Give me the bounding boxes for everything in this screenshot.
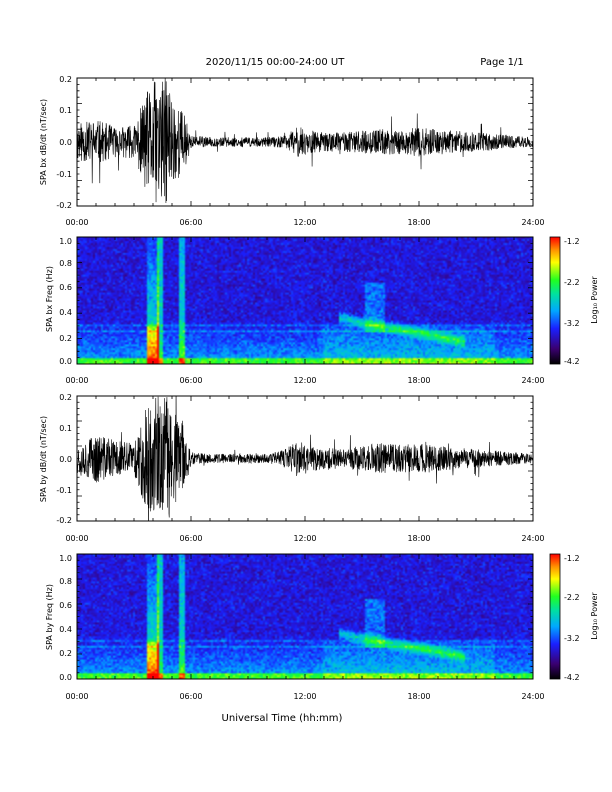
panel-by-spectrogram-ticks xyxy=(76,553,534,680)
panel-bx-spectrogram-ytick-3: 0.6 xyxy=(59,283,72,292)
panel-bx-dbdt-xtick-0: 00:00 xyxy=(65,218,88,227)
panel-by-spectrogram-ytick-2: 0.4 xyxy=(59,625,72,634)
panel-by-spectrogram-ytick-3: 0.6 xyxy=(59,601,72,610)
heatmap-image xyxy=(77,237,533,364)
panel-by-spectrogram-ytick-5: 1.0 xyxy=(59,554,72,563)
panel-by-dbdt-trace xyxy=(77,396,533,521)
panel-bx-spectrogram-heatmap xyxy=(77,237,533,364)
panel-bx-dbdt-ytick-0: -0.2 xyxy=(56,201,72,210)
panel-bx-dbdt-ylabel: SPA bx dB/dt (nT/sec) xyxy=(39,99,48,185)
panel-by-dbdt-xtick-4: 24:00 xyxy=(521,534,544,543)
axis-ticks xyxy=(76,395,534,522)
panel-by-spectrogram-xtick-2: 12:00 xyxy=(293,692,316,701)
series-line xyxy=(77,396,533,521)
panel-bx-dbdt-trace xyxy=(77,78,533,203)
panel-by-spectrogram-xtick-0: 00:00 xyxy=(65,692,88,701)
panel-bx-spectrogram-xtick-0: 00:00 xyxy=(65,376,88,385)
panel-bx-spectrogram-ytick-4: 0.8 xyxy=(59,259,72,268)
panel-bx-dbdt-ticks xyxy=(76,77,534,207)
panel-by-spectrogram-xtick-3: 18:00 xyxy=(407,692,430,701)
panel-by-dbdt-xtick-0: 00:00 xyxy=(65,534,88,543)
page-number: Page 1/1 xyxy=(480,57,523,68)
panel-by-dbdt-ticks xyxy=(76,395,534,522)
panel-bx-spectrogram-ytick-5: 1.0 xyxy=(59,237,72,246)
axis-ticks xyxy=(76,553,534,680)
panel-by-spectrogram-xtick-4: 24:00 xyxy=(521,692,544,701)
panel-bx-spectrogram-ytick-2: 0.4 xyxy=(59,308,72,317)
panel-bx-dbdt-xtick-1: 06:00 xyxy=(179,218,202,227)
panel-bx-spectrogram: SPA bx Freq (Hz) 1.0 0.8 0.6 0.4 0.2 0.0… xyxy=(45,236,599,385)
colorbar-bx-label: Log₁₀ Power xyxy=(590,276,599,324)
colorbar-by-tick-2: -3.2 xyxy=(564,634,580,643)
panel-bx-dbdt-ytick-1: -0.1 xyxy=(56,170,72,179)
colorbar-bx-tick-3: -4.2 xyxy=(564,357,580,366)
panel-by-dbdt-ytick-2: 0.0 xyxy=(59,455,72,464)
panel-by-spectrogram-ylabel: SPA by Freq (Hz) xyxy=(45,584,54,650)
panel-bx-spectrogram-ticks xyxy=(76,236,534,365)
panel-by-spectrogram-xtick-1: 06:00 xyxy=(179,692,202,701)
panel-bx-spectrogram-xtick-1: 06:00 xyxy=(179,376,202,385)
panel-bx-spectrogram-xtick-3: 18:00 xyxy=(407,376,430,385)
colorbar-by-label: Log₁₀ Power xyxy=(590,592,599,640)
panel-bx-dbdt-xtick-2: 12:00 xyxy=(293,218,316,227)
panel-by-dbdt-xtick-1: 06:00 xyxy=(179,534,202,543)
panel-by-spectrogram-heatmap xyxy=(77,554,533,679)
panel-bx-dbdt-ytick-3: 0.1 xyxy=(59,106,72,115)
panel-bx-dbdt-xtick-3: 18:00 xyxy=(407,218,430,227)
panel-bx-dbdt-ytick-4: 0.2 xyxy=(59,75,72,84)
colorbar-by-tick-0: -1.2 xyxy=(564,554,580,563)
colorbar-by: -1.2 -2.2 -3.2 -4.2 Log₁₀ Power xyxy=(549,553,599,682)
panel-by-spectrogram-ytick-4: 0.8 xyxy=(59,577,72,586)
panel-by-dbdt-ylabel: SPA by dB/dt (nT/sec) xyxy=(39,416,48,502)
axis-ticks xyxy=(76,236,534,365)
panel-bx-dbdt-xtick-4: 24:00 xyxy=(521,218,544,227)
colorbar-bx-tick-2: -3.2 xyxy=(564,319,580,328)
colorbar-bx-tick-0: -1.2 xyxy=(564,237,580,246)
panel-bx-spectrogram-ylabel: SPA bx Freq (Hz) xyxy=(45,266,54,332)
panel-bx-spectrogram-xtick-2: 12:00 xyxy=(293,376,316,385)
panel-by-spectrogram-ytick-0: 0.0 xyxy=(59,673,72,682)
colorbar-bx-tick-1: -2.2 xyxy=(564,278,580,287)
panel-by-dbdt: SPA by dB/dt (nT/sec) 0.2 0.1 0.0 -0.1 -… xyxy=(39,393,545,543)
colorbar-bx-gradient xyxy=(549,236,561,365)
panel-by-dbdt-ytick-4: 0.2 xyxy=(59,393,72,402)
panel-bx-spectrogram-xtick-4: 24:00 xyxy=(521,376,544,385)
heatmap-image xyxy=(77,554,533,679)
axis-ticks xyxy=(76,77,534,207)
colorbar-by-tick-1: -2.2 xyxy=(564,593,580,602)
series-line xyxy=(77,78,533,203)
panel-by-dbdt-xtick-3: 18:00 xyxy=(407,534,430,543)
panel-bx-dbdt-ytick-2: 0.0 xyxy=(59,138,72,147)
panel-by-dbdt-ytick-3: 0.1 xyxy=(59,424,72,433)
colorbar-by-gradient xyxy=(549,553,561,680)
panel-bx-spectrogram-ytick-0: 0.0 xyxy=(59,357,72,366)
panel-by-dbdt-ytick-0: -0.2 xyxy=(56,516,72,525)
colorbar-bx: -1.2 -2.2 -3.2 -4.2 Log₁₀ Power xyxy=(549,236,599,366)
panel-bx-spectrogram-ytick-1: 0.2 xyxy=(59,334,72,343)
panel-by-dbdt-ytick-1: -0.1 xyxy=(56,486,72,495)
page-title: 2020/11/15 00:00-24:00 UT xyxy=(206,57,346,68)
x-axis-label: Universal Time (hh:mm) xyxy=(222,713,343,724)
panel-by-spectrogram-ytick-1: 0.2 xyxy=(59,649,72,658)
colorbar-by-tick-3: -4.2 xyxy=(564,673,580,682)
panel-by-dbdt-xtick-2: 12:00 xyxy=(293,534,316,543)
panel-bx-dbdt: SPA bx dB/dt (nT/sec) 0.2 0.1 0.0 -0.1 -… xyxy=(39,75,545,227)
panel-by-spectrogram: SPA by Freq (Hz) 1.0 0.8 0.6 0.4 0.2 0.0… xyxy=(45,553,599,701)
